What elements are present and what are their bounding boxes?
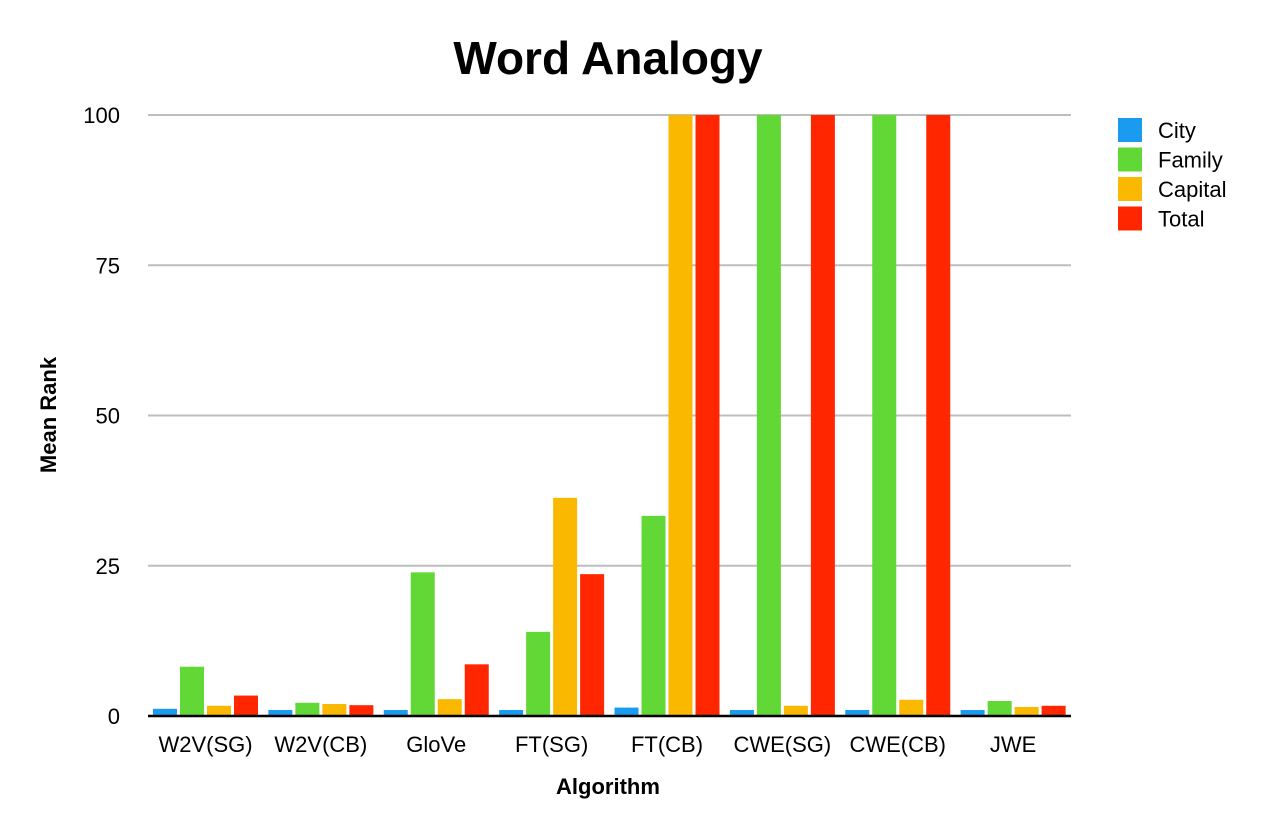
bar-city-0 xyxy=(153,708,177,716)
bar-capital-3 xyxy=(553,497,578,716)
bar-family-4 xyxy=(641,515,666,716)
y-tick-label: 25 xyxy=(96,554,120,579)
bar-city-7 xyxy=(960,709,985,716)
legend: City Family Capital Total xyxy=(1118,118,1226,232)
bar-family-7 xyxy=(987,700,1012,716)
x-tick-label: FT(SG) xyxy=(515,732,588,757)
legend-label-family: Family xyxy=(1158,148,1223,173)
bar-family-1 xyxy=(295,702,320,716)
legend-swatch-total xyxy=(1118,206,1142,231)
bar-city-4 xyxy=(614,707,639,716)
bar-capital-6 xyxy=(899,699,924,716)
bar-total-6 xyxy=(926,115,951,716)
bar-total-0 xyxy=(234,695,258,716)
y-tick-label: 75 xyxy=(96,253,120,278)
bar-total-2 xyxy=(464,664,489,716)
bar-total-5 xyxy=(810,115,835,716)
x-tick-label: W2V(CB) xyxy=(274,732,367,757)
gridlines xyxy=(148,114,1071,567)
bar-capital-1 xyxy=(322,703,347,716)
bars xyxy=(153,115,1066,716)
bar-city-6 xyxy=(845,709,870,716)
bar-city-1 xyxy=(268,709,293,716)
legend-swatch-family xyxy=(1118,147,1142,172)
x-tick-label: FT(CB) xyxy=(631,732,703,757)
bar-total-1 xyxy=(349,705,374,716)
bar-capital-7 xyxy=(1014,706,1039,716)
y-axis-title: Mean Rank xyxy=(36,356,61,473)
bar-capital-0 xyxy=(207,705,231,716)
bar-city-5 xyxy=(729,709,754,716)
bar-family-6 xyxy=(872,115,897,716)
y-tick-label: 100 xyxy=(83,103,120,128)
legend-label-capital: Capital xyxy=(1158,177,1226,202)
bar-total-3 xyxy=(580,574,605,716)
bar-total-7 xyxy=(1041,705,1066,716)
bar-total-4 xyxy=(695,115,720,716)
x-tick-label: CWE(SG) xyxy=(733,732,831,757)
bar-family-0 xyxy=(180,666,204,716)
bar-capital-5 xyxy=(783,705,808,716)
x-axis-title: Algorithm xyxy=(556,774,660,799)
y-tick-label: 50 xyxy=(96,404,120,429)
x-tick-label: CWE(CB) xyxy=(849,732,946,757)
legend-swatch-capital xyxy=(1118,177,1142,201)
bar-family-3 xyxy=(526,631,551,716)
y-tick-label: 0 xyxy=(108,704,120,729)
bar-family-2 xyxy=(410,572,435,716)
x-axis-ticks: W2V(SG) W2V(CB) GloVe FT(SG) FT(CB) CWE(SG) CW… xyxy=(158,732,1036,757)
y-axis-ticks: 0 25 50 75 100 xyxy=(83,103,120,729)
bar-capital-4 xyxy=(668,115,693,716)
bar-capital-2 xyxy=(437,699,462,716)
legend-label-city: City xyxy=(1158,118,1196,143)
legend-label-total: Total xyxy=(1158,207,1204,232)
chart-title: Word Analogy xyxy=(453,32,763,84)
bar-city-2 xyxy=(383,709,408,716)
bar-family-5 xyxy=(756,115,781,716)
x-tick-label: GloVe xyxy=(406,732,466,757)
bar-city-3 xyxy=(499,709,524,716)
x-tick-label: JWE xyxy=(990,732,1036,757)
legend-swatch-city xyxy=(1118,118,1142,142)
x-tick-label: W2V(SG) xyxy=(158,732,252,757)
